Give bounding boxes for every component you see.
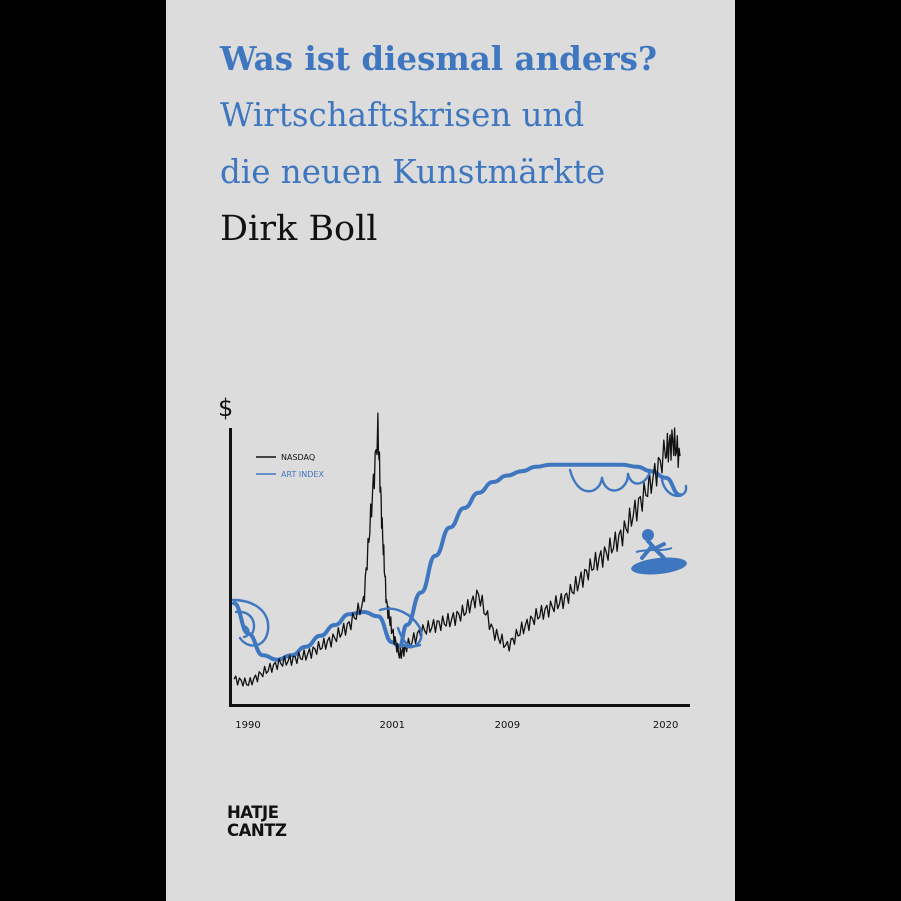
wave-curls bbox=[231, 468, 688, 649]
legend-label-art-index: ART INDEX bbox=[281, 470, 324, 479]
legend-label-nasdaq: NASDAQ bbox=[281, 453, 315, 462]
book-title: Was ist diesmal anders? bbox=[220, 39, 658, 78]
x-tick-label: 1990 bbox=[235, 720, 260, 731]
x-tick-label: 2020 bbox=[653, 720, 678, 731]
book-cover bbox=[166, 0, 735, 901]
x-tick-label: 2009 bbox=[495, 720, 520, 731]
x-tick-labels: 1990 2001 2009 2020 bbox=[235, 720, 678, 731]
title-block: Was ist diesmal anders? Wirtschaftskrise… bbox=[220, 30, 730, 258]
publisher-line-2: CANTZ bbox=[227, 821, 287, 840]
publisher-line-1: HATJE bbox=[227, 803, 279, 822]
x-tick-label: 2001 bbox=[380, 720, 405, 731]
publisher-logo: HATJE CANTZ bbox=[227, 803, 287, 840]
surfer-icon bbox=[631, 529, 687, 575]
y-axis-label: $ bbox=[218, 394, 233, 422]
series-line-nasdaq bbox=[233, 412, 681, 687]
legend: NASDAQ ART INDEX bbox=[256, 453, 324, 479]
author-name: Dirk Boll bbox=[220, 209, 378, 249]
series-line-art-index bbox=[232, 462, 682, 662]
subtitle-line-2: die neuen Kunstmärkte bbox=[220, 153, 606, 191]
subtitle-line-1: Wirtschaftskrisen und bbox=[220, 96, 585, 134]
